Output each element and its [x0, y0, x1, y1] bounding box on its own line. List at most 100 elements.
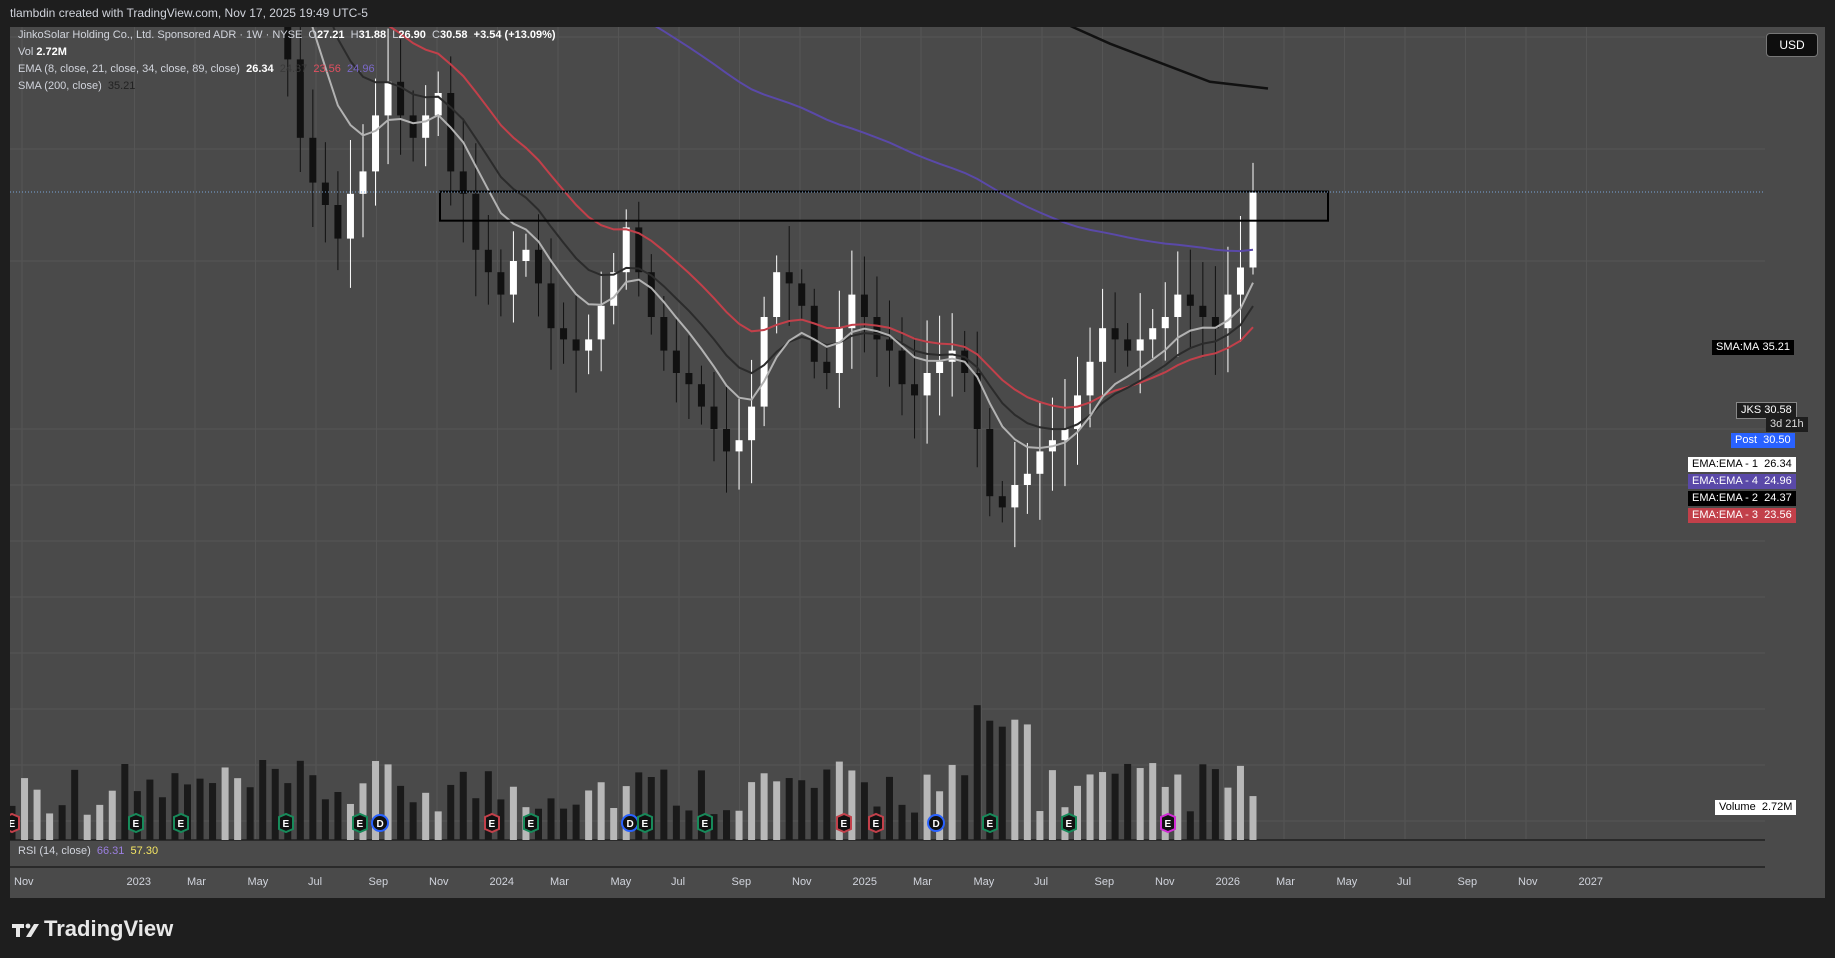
sma-price-label: SMA:MA 35.21 [1712, 340, 1794, 355]
ema3-price-label: EMA:EMA - 3 23.56 [1688, 508, 1796, 523]
ema4-value: 24.96 [347, 63, 375, 75]
tradingview-brand[interactable]: TradingView [12, 916, 173, 942]
candle-body [898, 350, 906, 385]
chart-panel[interactable]: Nov 2023 Mar May Jul Sep Nov 2024 Mar May Jul Sep No… [10, 27, 1825, 898]
candle-body [359, 171, 367, 194]
ema1-name: EMA:EMA - 1 [1692, 458, 1759, 470]
x-tick-label: Nov [792, 876, 812, 888]
volume-bar [1011, 719, 1019, 840]
ema3-name: EMA:EMA - 3 [1692, 509, 1759, 521]
candle-body [497, 272, 505, 295]
candle-body [1011, 485, 1019, 508]
ema4-line [654, 27, 1254, 253]
candle-body [723, 429, 731, 452]
candle-body [346, 193, 354, 239]
volume-bar [1048, 770, 1056, 840]
legend-rsi: RSI (14, close) 66.31 57.30 [18, 845, 158, 857]
candle-body [1199, 305, 1207, 317]
candle-body [321, 182, 329, 205]
earnings-icon-label: E [987, 819, 994, 830]
volume-bar [785, 778, 793, 840]
volume-bar [723, 810, 731, 840]
volume-bar [1036, 811, 1044, 840]
volume-bar [773, 781, 781, 840]
open-value: 27.21 [316, 29, 345, 41]
ema2-value: 24.37 [279, 63, 308, 75]
volume-bar [597, 782, 605, 840]
x-tick-label: Jul [1034, 876, 1048, 888]
countdown-label: 3d 21h [1766, 417, 1808, 432]
post-value: 30.50 [1763, 434, 1791, 446]
x-tick-label: Mar [550, 876, 569, 888]
sma-label-name: SMA:MA [1716, 341, 1760, 353]
volume-bar [572, 804, 580, 840]
x-tick-label: Nov [1155, 876, 1175, 888]
earnings-icon-label: E [489, 819, 496, 830]
volume-bar [1249, 796, 1257, 840]
candle-body [534, 249, 542, 284]
volume-bar [1211, 769, 1219, 840]
earnings-icon-label: E [10, 819, 16, 830]
volume-bar [923, 774, 931, 840]
ema2-name: EMA:EMA - 2 [1692, 492, 1759, 504]
candle-body [798, 283, 806, 306]
dividend-icon-label: D [627, 819, 634, 830]
x-tick-label: 2024 [490, 876, 514, 888]
volume-bar [948, 764, 956, 840]
earnings-icon [637, 812, 653, 834]
ema4-label-value: 24.96 [1764, 475, 1792, 487]
volume-bar [359, 783, 367, 840]
sma-label: SMA (200, close) [18, 80, 102, 92]
open-label: O [308, 29, 317, 41]
volume-bar [835, 761, 843, 840]
earnings-icon [352, 812, 368, 834]
ema3-label-value: 23.56 [1764, 509, 1792, 521]
volume-bar [1224, 787, 1232, 840]
candle-body [447, 93, 455, 172]
earnings-icon-label: E [873, 819, 880, 830]
x-tick-label: May [1337, 876, 1358, 888]
volume-bar [108, 790, 116, 840]
volume-bar [1161, 786, 1169, 840]
volume-bar [71, 769, 79, 840]
volume-bar [334, 792, 342, 840]
ema2-line [332, 27, 1254, 431]
candle-body [986, 429, 994, 497]
candle-body [384, 81, 392, 116]
volume-bar [472, 798, 480, 840]
volume-bar [697, 770, 705, 840]
volume-bar [798, 780, 806, 840]
volume-bar [1199, 764, 1207, 840]
earnings-icon-label: E [133, 819, 140, 830]
chart-svg[interactable]: Nov 2023 Mar May Jul Sep Nov 2024 Mar May Jul Sep No… [10, 27, 1825, 898]
candle-body [484, 249, 492, 273]
candle-body [560, 328, 568, 340]
candle-body [1249, 192, 1257, 268]
earnings-icon [484, 812, 500, 834]
candle-body [1074, 395, 1082, 429]
ema1-label-value: 26.34 [1764, 458, 1792, 470]
candle-body [334, 205, 342, 239]
ticker-name: JKS [1741, 404, 1762, 416]
volume-bar [21, 778, 29, 840]
earnings-icon [128, 812, 144, 834]
legend-volume: Vol 2.72M [18, 46, 67, 58]
dividend-icon [371, 814, 389, 832]
x-tick-label: Sep [1458, 876, 1478, 888]
high-label: H [350, 29, 359, 41]
dividend-icon-label: D [377, 819, 384, 830]
candle-body [860, 294, 868, 317]
volume-bar [760, 773, 768, 840]
volume-label-name: Volume [1719, 801, 1756, 813]
candle-body [296, 59, 304, 138]
candle-body [1023, 473, 1031, 485]
volume-bar [196, 778, 204, 840]
candle-body [760, 317, 768, 407]
candle-body [522, 249, 530, 261]
volume-bar [1236, 765, 1244, 840]
ema-label: EMA (8, close, 21, close, 34, close, 89,… [18, 63, 240, 75]
x-tick-label: Nov [1518, 876, 1538, 888]
volume-bar [898, 804, 906, 840]
sma-line [1069, 27, 1269, 90]
currency-button[interactable]: USD [1766, 33, 1818, 57]
